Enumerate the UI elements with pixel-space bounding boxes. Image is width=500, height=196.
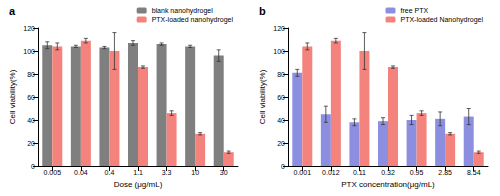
svg-text:40: 40 — [27, 117, 35, 124]
svg-text:0.11: 0.11 — [353, 169, 366, 176]
svg-text:60: 60 — [277, 94, 285, 101]
svg-text:0.012: 0.012 — [322, 169, 340, 176]
svg-text:10: 10 — [191, 169, 199, 176]
svg-text:0.32: 0.32 — [381, 169, 395, 176]
svg-text:40: 40 — [277, 117, 285, 124]
svg-text:2.85: 2.85 — [438, 169, 452, 176]
svg-text:PTX-loaded nanohydrogel: PTX-loaded nanohydrogel — [152, 16, 234, 24]
svg-text:b: b — [259, 5, 266, 17]
svg-text:0.005: 0.005 — [44, 169, 62, 176]
svg-text:PTX concentration(μg/mL): PTX concentration(μg/mL) — [341, 180, 435, 189]
svg-text:0.04: 0.04 — [74, 169, 88, 176]
svg-text:a: a — [9, 5, 16, 17]
svg-text:0.001: 0.001 — [294, 169, 312, 176]
svg-text:0.95: 0.95 — [410, 169, 424, 176]
svg-text:3.3: 3.3 — [162, 169, 172, 176]
svg-text:Dose (μg/mL): Dose (μg/mL) — [114, 180, 163, 189]
svg-text:60: 60 — [27, 94, 35, 101]
svg-text:8.54: 8.54 — [467, 169, 481, 176]
svg-text:80: 80 — [277, 71, 285, 78]
svg-text:Cell viability(%): Cell viability(%) — [258, 69, 267, 124]
svg-text:80: 80 — [27, 71, 35, 78]
svg-text:0: 0 — [281, 163, 285, 170]
svg-text:20: 20 — [277, 140, 285, 147]
svg-text:30: 30 — [220, 169, 228, 176]
svg-text:free PTX: free PTX — [401, 7, 429, 14]
svg-text:1.1: 1.1 — [133, 169, 143, 176]
svg-text:120: 120 — [23, 25, 35, 32]
svg-text:Cell viability(%): Cell viability(%) — [8, 69, 17, 124]
svg-text:PTX-loaded Nanohydrogel: PTX-loaded Nanohydrogel — [401, 16, 484, 24]
svg-text:120: 120 — [273, 25, 285, 32]
svg-text:0.4: 0.4 — [105, 169, 115, 176]
svg-text:20: 20 — [27, 140, 35, 147]
svg-text:100: 100 — [273, 48, 285, 55]
svg-text:0: 0 — [31, 163, 35, 170]
svg-text:100: 100 — [23, 48, 35, 55]
svg-text:blank nanohydrogel: blank nanohydrogel — [152, 7, 214, 15]
